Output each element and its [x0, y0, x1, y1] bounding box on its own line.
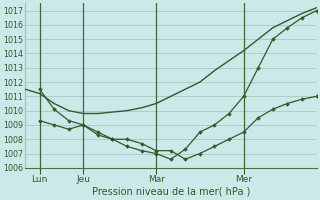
- X-axis label: Pression niveau de la mer( hPa ): Pression niveau de la mer( hPa ): [92, 187, 250, 197]
